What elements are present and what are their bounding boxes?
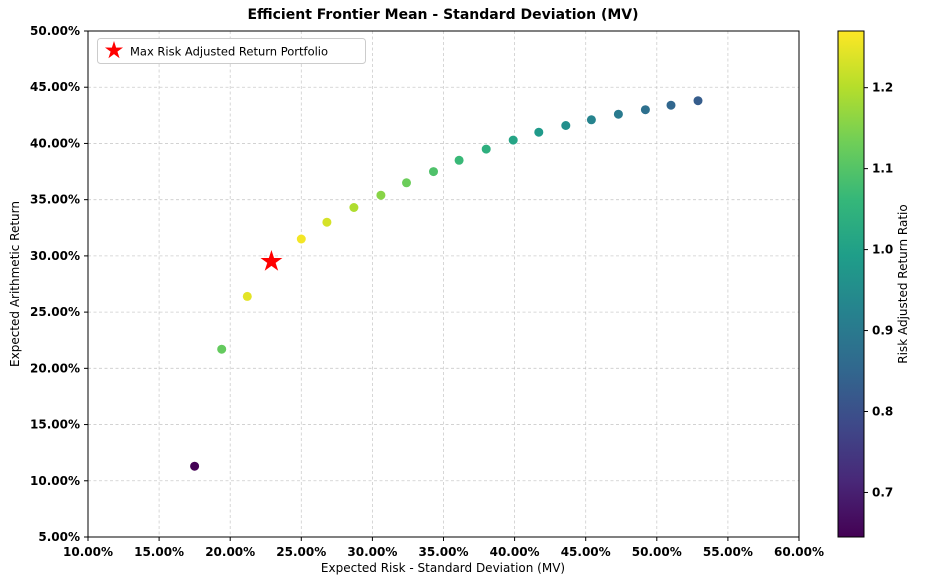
chart-title: Efficient Frontier Mean - Standard Devia… xyxy=(247,7,638,23)
scatter-point xyxy=(429,167,438,177)
legend-star-icon xyxy=(104,41,124,59)
grid xyxy=(87,30,800,538)
x-tick-label: 40.00% xyxy=(490,545,540,559)
scatter-series xyxy=(190,96,703,471)
scatter-point xyxy=(296,234,306,244)
colorbar-label: Risk Adjusted Return Ratio xyxy=(896,204,910,363)
max-risk-adjusted-star-marker xyxy=(260,250,283,271)
y-tick-label: 45.00% xyxy=(30,80,80,94)
y-tick-label: 25.00% xyxy=(30,305,80,319)
y-tick-label: 40.00% xyxy=(30,136,80,150)
scatter-point xyxy=(534,127,544,137)
scatter-point xyxy=(613,109,623,119)
colorbar-tick-label: 1.2 xyxy=(872,81,893,95)
colorbar: 0.7 0.8 0.9 1.0 1.1 1.2 Risk Adjusted Return … xyxy=(837,30,910,538)
scatter-point xyxy=(454,155,464,165)
scatter-point xyxy=(322,217,332,227)
scatter-point xyxy=(481,144,491,154)
y-tick-label: 50.00% xyxy=(30,24,80,38)
x-axis-label: Expected Risk - Standard Deviation (MV) xyxy=(321,561,565,575)
colorbar-tick-label: 0.7 xyxy=(872,485,893,499)
scatter-point xyxy=(561,121,571,130)
scatter-point xyxy=(508,135,518,145)
colorbar-tick-label: 1.0 xyxy=(872,243,893,257)
x-tick-label: 30.00% xyxy=(347,545,397,559)
x-tick-label: 15.00% xyxy=(134,545,184,559)
x-tick-label: 55.00% xyxy=(703,545,753,559)
colorbar-tick-label: 0.8 xyxy=(872,405,893,419)
scatter-point xyxy=(693,96,703,106)
y-tick-label: 30.00% xyxy=(30,249,80,263)
scatter-point xyxy=(640,105,650,115)
x-tick-label: 25.00% xyxy=(276,545,326,559)
scatter-point xyxy=(349,203,359,212)
x-tick-label: 50.00% xyxy=(632,545,682,559)
legend: Max Risk Adjusted Return Portfolio xyxy=(97,38,366,64)
scatter-point xyxy=(666,100,676,110)
scatter-point xyxy=(242,291,252,301)
scatter-point xyxy=(190,461,200,471)
x-tick-label: 10.00% xyxy=(63,545,113,559)
legend-box xyxy=(97,38,366,64)
x-tick-label: 35.00% xyxy=(419,545,469,559)
axes-ticks: 10.00% 15.00% 20.00% 25.00% 30.00% 35.00% 40.0… xyxy=(30,24,824,559)
x-tick-label: 45.00% xyxy=(561,545,611,559)
y-tick-label: 15.00% xyxy=(30,418,80,432)
scatter-point xyxy=(402,178,411,188)
y-tick-label: 5.00% xyxy=(38,530,80,544)
scatter-point xyxy=(586,115,596,125)
y-axis-label: Expected Arithmetic Return xyxy=(8,201,22,367)
colorbar-tick-label: 1.1 xyxy=(872,162,893,176)
scatter-point xyxy=(376,190,386,200)
colorbar-tick-label: 0.9 xyxy=(872,324,893,338)
colorbar-ticks: 0.7 0.8 0.9 1.0 1.1 1.2 xyxy=(864,81,893,499)
colorbar-gradient xyxy=(837,30,865,538)
legend-label: Max Risk Adjusted Return Portfolio xyxy=(130,45,328,59)
x-tick-label: 20.00% xyxy=(205,545,255,559)
scatter-point xyxy=(217,344,227,354)
x-tick-label: 60.00% xyxy=(774,545,824,559)
y-tick-label: 10.00% xyxy=(30,474,80,488)
y-tick-label: 20.00% xyxy=(30,361,80,375)
y-tick-label: 35.00% xyxy=(30,193,80,207)
